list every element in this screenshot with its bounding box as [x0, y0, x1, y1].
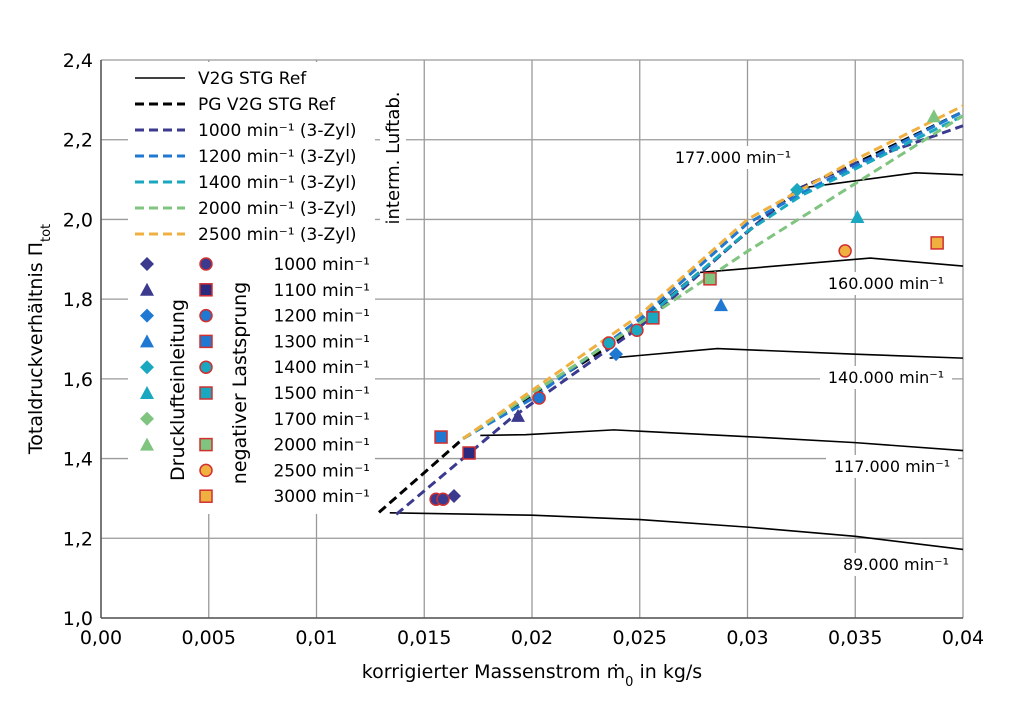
x-tick-label: 0,00: [80, 627, 122, 649]
legend-label: 1000 min⁻¹ (3-Zyl): [198, 121, 357, 141]
marker: [446, 489, 461, 504]
y-tick-label: 1,6: [63, 369, 93, 391]
marker: [510, 408, 525, 422]
x-tick-label: 0,03: [726, 627, 768, 649]
speed-label: 117.000 min⁻¹: [834, 457, 950, 476]
marker: [140, 411, 154, 426]
x-tick-label: 0,035: [828, 627, 882, 649]
speed-label: 177.000 min⁻¹: [675, 148, 791, 167]
legend-group-label: Drucklufteinleitung: [167, 299, 189, 481]
marker: [838, 244, 852, 258]
x-axis-label-text: korrigierter Massenstrom ṁ: [362, 661, 625, 683]
marker: [199, 437, 213, 452]
speed-label: 140.000 min⁻¹: [828, 368, 944, 387]
y-tick-label: 1,4: [63, 449, 93, 471]
x-axis-label-text: in kg/s: [633, 661, 702, 683]
x-tick-label: 0,025: [613, 627, 667, 649]
marker: [140, 334, 154, 348]
marker: [140, 386, 154, 399]
legend-bg: [128, 62, 375, 514]
label-bg: [820, 366, 952, 389]
marker: [140, 360, 154, 375]
marker: [436, 492, 450, 506]
label-bg: [826, 455, 958, 478]
legend-group-label: negativer Lastsprung: [229, 282, 251, 484]
marker: [199, 257, 213, 271]
speed-line: [389, 511, 964, 551]
label-bg: [667, 146, 799, 169]
y-tick-label: 1,8: [63, 289, 93, 311]
legend-label: PG V2G STG Ref: [198, 95, 336, 115]
legend-label: 1200 min⁻¹: [273, 307, 370, 327]
marker: [850, 210, 865, 224]
marker: [926, 109, 941, 123]
legend-label: 1500 min⁻¹: [273, 384, 370, 404]
marker: [713, 298, 728, 312]
y-tick-label: 2,2: [63, 130, 93, 152]
x-tick-label: 0,005: [182, 627, 236, 649]
marker: [199, 463, 213, 478]
x-tick-label: 0,02: [511, 627, 553, 649]
legend-label: 2500 min⁻¹ (3-Zyl): [198, 225, 357, 245]
legend-label: 1400 min⁻¹ (3-Zyl): [198, 173, 357, 193]
marker: [703, 272, 717, 286]
legend-label: 2000 min⁻¹: [273, 436, 370, 456]
surge-line: [462, 104, 964, 440]
marker: [199, 386, 213, 400]
surge-line: [462, 114, 964, 440]
marker: [790, 182, 805, 197]
marker: [434, 430, 448, 444]
marker: [140, 282, 154, 296]
marker: [199, 308, 213, 323]
speed-line: [609, 347, 964, 359]
marker: [199, 283, 213, 297]
speed-line: [480, 429, 964, 452]
marker: [462, 446, 476, 460]
annotation: interm. Luftab.: [383, 92, 404, 225]
legend-label: 1400 min⁻¹: [273, 358, 370, 378]
marker: [140, 308, 154, 323]
legend-label: V2G STG Ref: [198, 69, 307, 89]
y-tick-label: 1,2: [63, 528, 93, 550]
legend-label: 1300 min⁻¹: [273, 332, 370, 352]
marker: [646, 311, 660, 325]
legend-label: 1100 min⁻¹: [273, 281, 370, 301]
legend-label: 1700 min⁻¹: [273, 410, 370, 430]
x-axis-label-sub: 0: [625, 675, 633, 690]
x-tick-label: 0,01: [295, 627, 337, 649]
legend-label: 2000 min⁻¹ (3-Zyl): [198, 199, 357, 219]
marker: [630, 323, 644, 337]
marker: [140, 257, 154, 271]
surge-line: [462, 110, 964, 440]
marker: [532, 391, 546, 405]
x-tick-label: 0,015: [397, 627, 451, 649]
label-bg: [820, 272, 952, 295]
x-tick-label: 0,04: [942, 627, 984, 649]
marker: [199, 334, 213, 349]
y-axis-label-sub: tot: [39, 224, 54, 242]
y-tick-label: 2,0: [63, 209, 93, 231]
legend-label: 3000 min⁻¹: [273, 487, 370, 507]
x-axis-label: korrigierter Massenstrom ṁ0 in kg/s: [362, 661, 702, 690]
y-axis-label-text: Totaldruckverhältnis Π: [25, 242, 47, 455]
speed-label: 160.000 min⁻¹: [828, 274, 944, 293]
y-tick-label: 2,4: [63, 50, 93, 72]
marker: [930, 236, 944, 250]
marker: [602, 336, 616, 350]
speed-label: 89.000 min⁻¹: [843, 555, 949, 574]
marker: [199, 489, 213, 503]
label-bg: [380, 62, 406, 258]
speed-line: [700, 257, 964, 274]
speed-line: [799, 171, 964, 190]
y-axis-label: Totaldruckverhältnis Πtot: [25, 224, 54, 455]
label-bg: [830, 553, 962, 576]
legend-label: 1200 min⁻¹ (3-Zyl): [198, 147, 357, 167]
y-tick-label: 1,0: [63, 608, 93, 630]
marker: [609, 347, 624, 362]
legend-label: 1000 min⁻¹: [273, 255, 370, 275]
marker: [140, 437, 154, 451]
marker: [199, 360, 213, 374]
legend-label: 2500 min⁻¹: [273, 461, 370, 481]
